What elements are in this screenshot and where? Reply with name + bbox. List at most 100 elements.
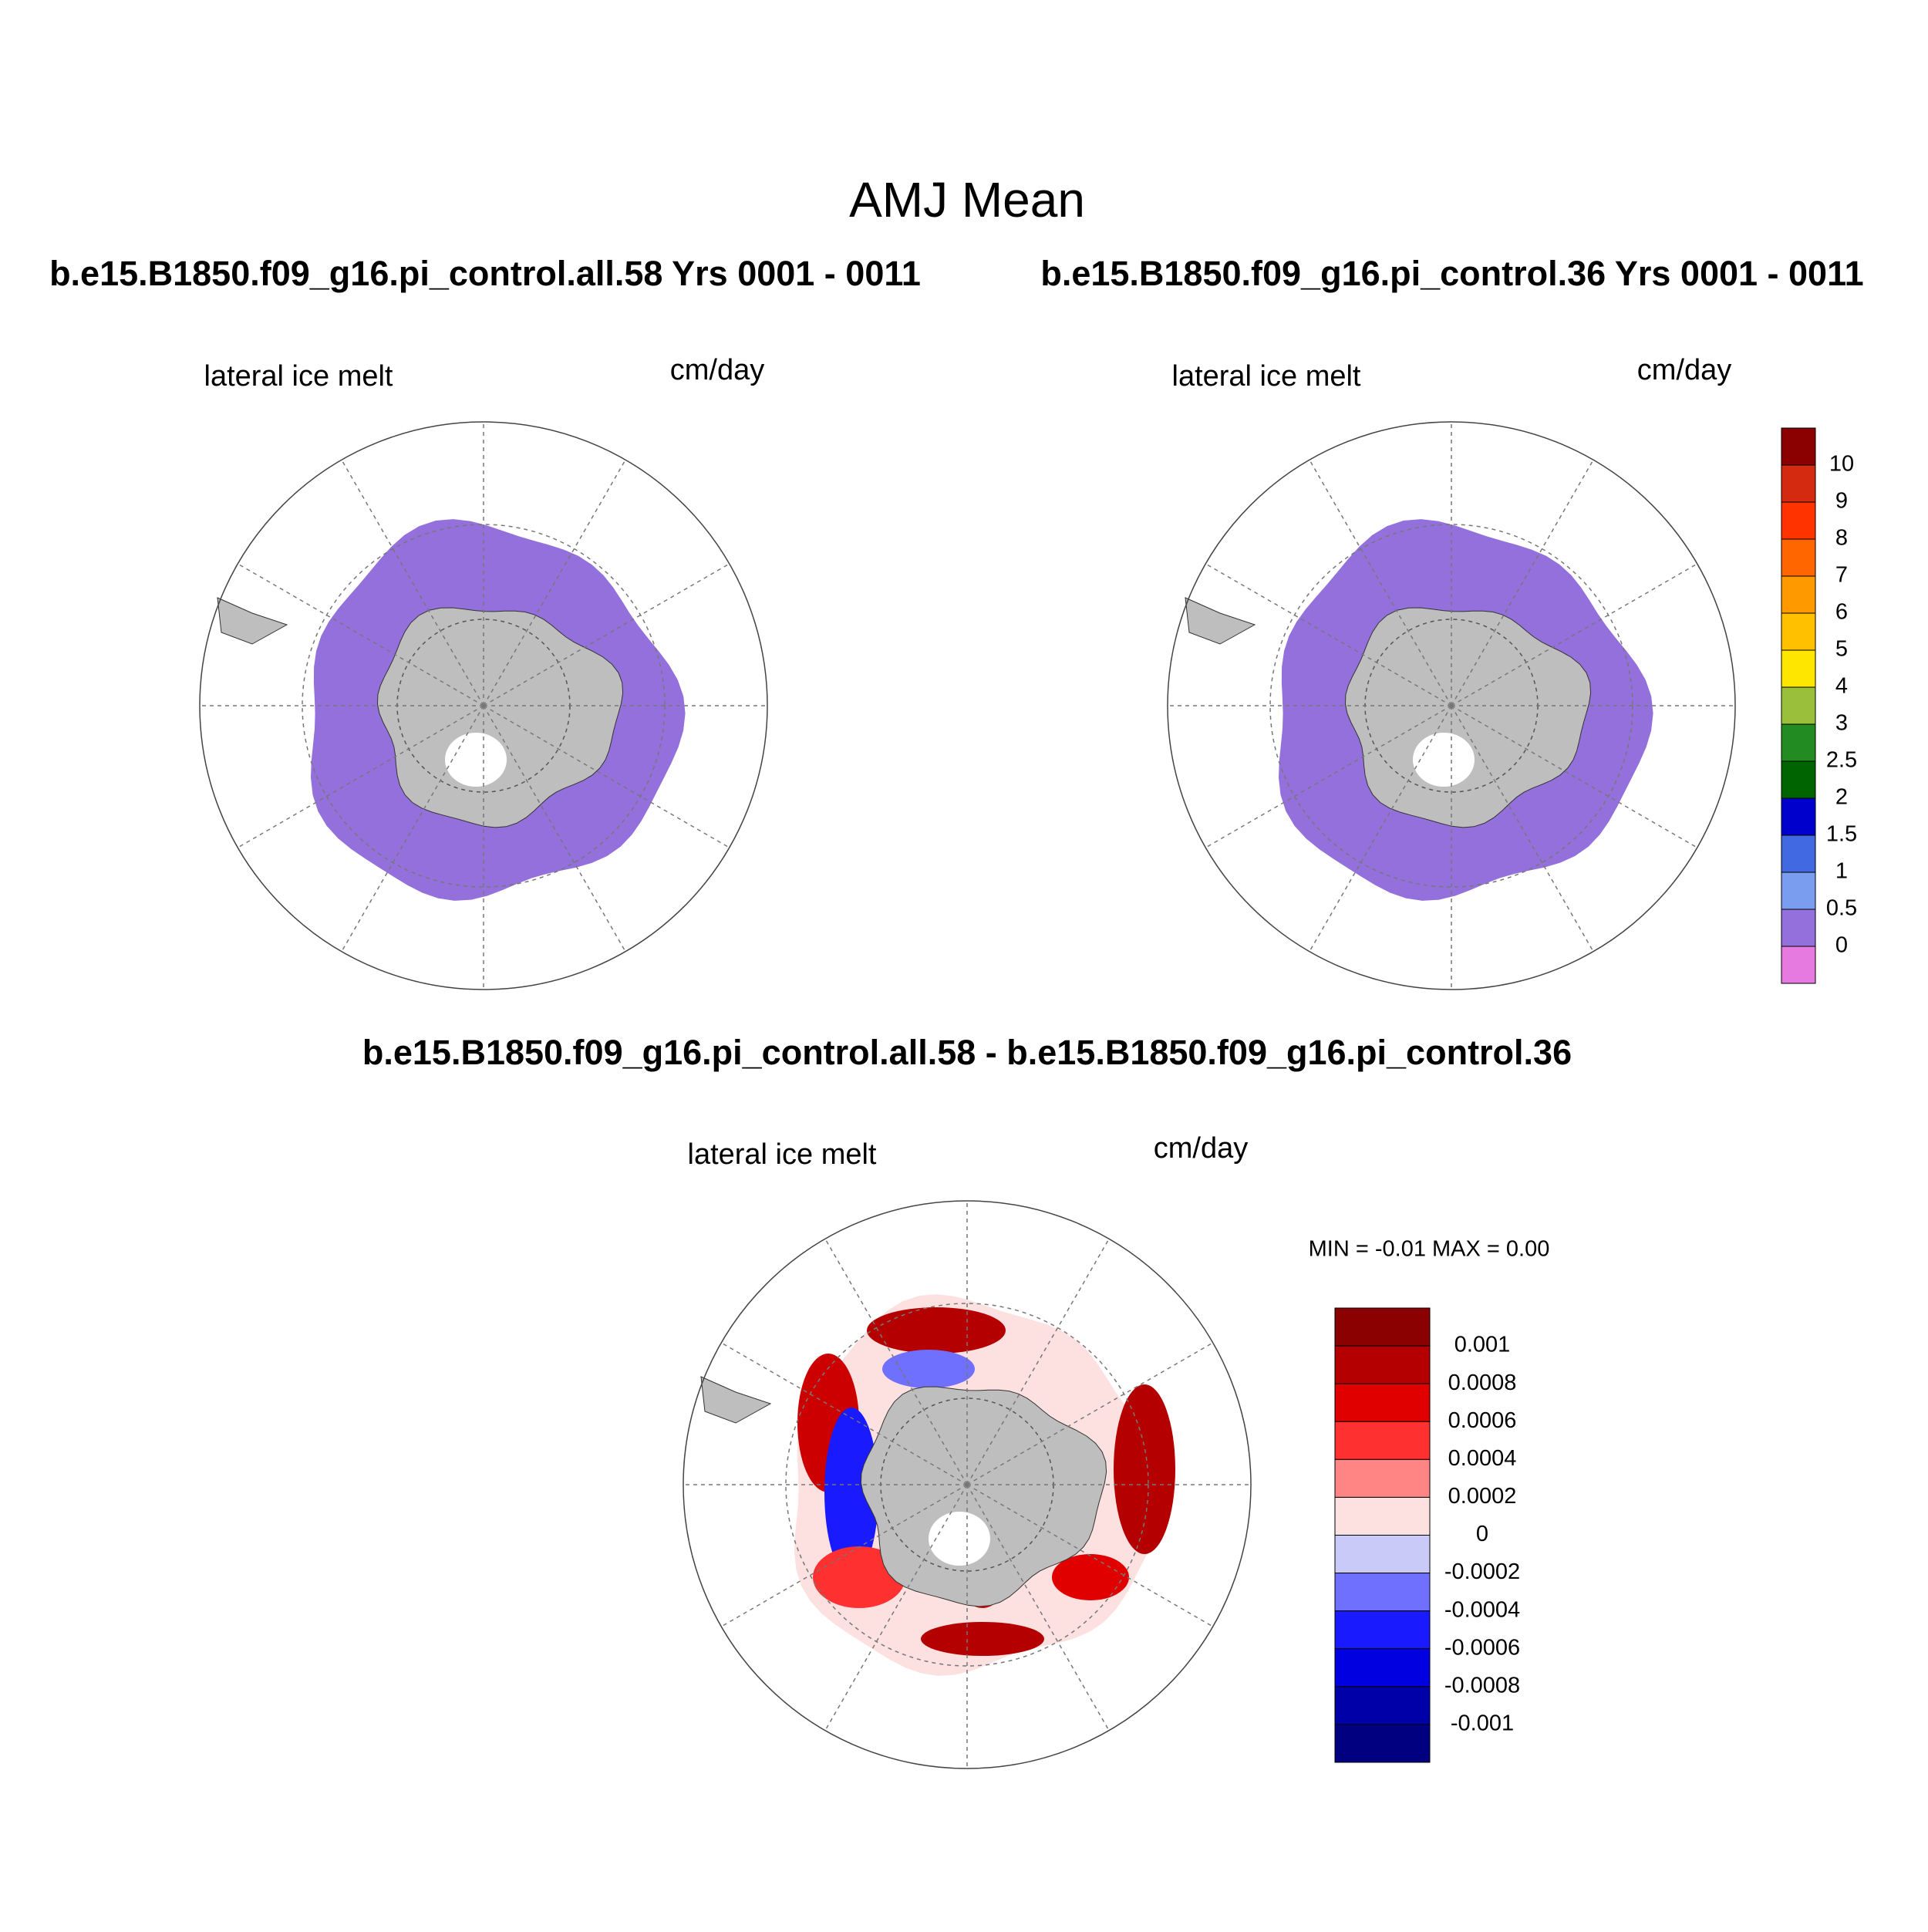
colorbar-label: 8 <box>1835 526 1848 551</box>
map-border <box>1167 421 1736 990</box>
colorbar-label: 0.0004 <box>1448 1446 1517 1471</box>
anomaly-patch <box>1052 1554 1129 1600</box>
colorbar-box <box>1781 464 1816 503</box>
colorbar-label: 0 <box>1835 933 1848 958</box>
meridian <box>966 1484 1214 1627</box>
colorbar-label: -0.0008 <box>1444 1673 1520 1698</box>
colorbar-box <box>1334 1458 1431 1498</box>
colorbar-label: 7 <box>1835 563 1848 588</box>
ice-shelf <box>445 733 507 787</box>
meridian <box>966 1342 1214 1485</box>
colorbar-box <box>1334 1648 1431 1688</box>
polar-map <box>199 421 768 990</box>
meridian <box>720 1484 968 1627</box>
antarctica <box>376 607 624 828</box>
colorbar-box <box>1781 909 1816 947</box>
colorbar-label: 2 <box>1835 785 1848 810</box>
colorbar-box <box>1781 797 1816 836</box>
colorbar-box <box>1781 501 1816 540</box>
colorbar-box <box>1334 1383 1431 1422</box>
title: AMJ Mean <box>849 172 1085 228</box>
colorbar-box <box>1334 1345 1431 1384</box>
antarctica <box>1344 607 1592 828</box>
colorbar-box <box>1334 1496 1431 1536</box>
colorbar-label: 0.0002 <box>1448 1484 1517 1509</box>
south-america <box>1185 597 1256 645</box>
meridian <box>1451 705 1698 848</box>
colorbar-label: 0.5 <box>1826 896 1857 921</box>
meridian <box>966 1238 1110 1485</box>
colorbar-box <box>1781 538 1816 577</box>
anomaly-patch <box>882 1350 975 1388</box>
colorbar-label: -0.001 <box>1451 1711 1514 1736</box>
antarctica <box>860 1386 1107 1607</box>
colorbar-box <box>1334 1610 1431 1650</box>
colorbar-label: 6 <box>1835 600 1848 625</box>
meridian <box>237 563 484 706</box>
colorbar-label: 3 <box>1835 711 1848 736</box>
polar-map <box>1167 421 1736 990</box>
ice-shelf <box>1413 733 1475 787</box>
units-label: cm/day <box>1154 1132 1248 1165</box>
colorbar-label: 2.5 <box>1826 748 1857 773</box>
colorbar-box <box>1334 1686 1431 1725</box>
colorbar-box <box>1334 1573 1431 1612</box>
anomaly-patch <box>921 1622 1044 1656</box>
variable-label: lateral ice melt <box>688 1138 877 1171</box>
colorbar-box <box>1334 1724 1431 1763</box>
colorbar-box <box>1781 723 1816 762</box>
colorbar-box <box>1781 760 1816 799</box>
colorbar-label: 1 <box>1835 859 1848 884</box>
panel-heading: b.e15.B1850.f09_g16.pi_control.all.58 - … <box>362 1033 1572 1072</box>
colorbar-label: 4 <box>1835 674 1848 699</box>
colorbar-box <box>1781 872 1816 910</box>
colorbar-label: 1.5 <box>1826 822 1857 847</box>
anomaly-patch <box>824 1408 878 1577</box>
colorbar-label: 0.0008 <box>1448 1371 1517 1395</box>
meridian <box>1205 563 1452 706</box>
meridian <box>483 563 730 706</box>
meridian <box>720 1342 968 1485</box>
colorbar-box <box>1334 1307 1431 1347</box>
meridian <box>483 705 626 953</box>
variable-label: lateral ice melt <box>1172 360 1361 393</box>
colorbar-label: -0.0006 <box>1444 1635 1520 1660</box>
colorbar-label: 0.001 <box>1454 1333 1511 1357</box>
stats-label: MIN = -0.01 MAX = 0.00 <box>1309 1237 1550 1262</box>
meridian <box>1309 459 1452 706</box>
colorbar-box <box>1781 649 1816 688</box>
colorbar-box <box>1781 612 1816 651</box>
colorbar-box <box>1781 427 1816 466</box>
meridian <box>966 1484 1110 1731</box>
colorbar-box <box>1781 835 1816 873</box>
colorbar-box <box>1781 946 1816 984</box>
meridian <box>824 1238 968 1485</box>
meridian <box>1309 705 1452 953</box>
meridian <box>1451 705 1594 953</box>
map-border <box>199 421 768 990</box>
meridian <box>341 705 484 953</box>
colorbar-label: -0.0002 <box>1444 1559 1520 1584</box>
colorbar-label: 5 <box>1835 637 1848 662</box>
meridian <box>341 459 484 706</box>
south-america <box>700 1376 772 1424</box>
colorbar-label: 0 <box>1476 1522 1488 1546</box>
polar-map <box>683 1200 1252 1769</box>
panel-heading: b.e15.B1850.f09_g16.pi_control.all.58 Yr… <box>49 254 921 293</box>
meridian <box>1451 563 1698 706</box>
map-border <box>683 1200 1252 1769</box>
anomaly-patch <box>867 1307 1006 1354</box>
panel-heading: b.e15.B1850.f09_g16.pi_control.36 Yrs 00… <box>1040 254 1863 293</box>
meridian <box>483 459 626 706</box>
colorbar-label: 0.0006 <box>1448 1408 1517 1433</box>
units-label: cm/day <box>670 354 764 386</box>
colorbar-box <box>1334 1421 1431 1460</box>
meridian <box>1451 459 1594 706</box>
colorbar-box <box>1781 575 1816 614</box>
anomaly-patch <box>813 1546 905 1608</box>
colorbar-label: -0.0004 <box>1444 1597 1520 1622</box>
colorbar-box <box>1334 1535 1431 1574</box>
units-label: cm/day <box>1637 354 1731 386</box>
meridian <box>824 1484 968 1731</box>
